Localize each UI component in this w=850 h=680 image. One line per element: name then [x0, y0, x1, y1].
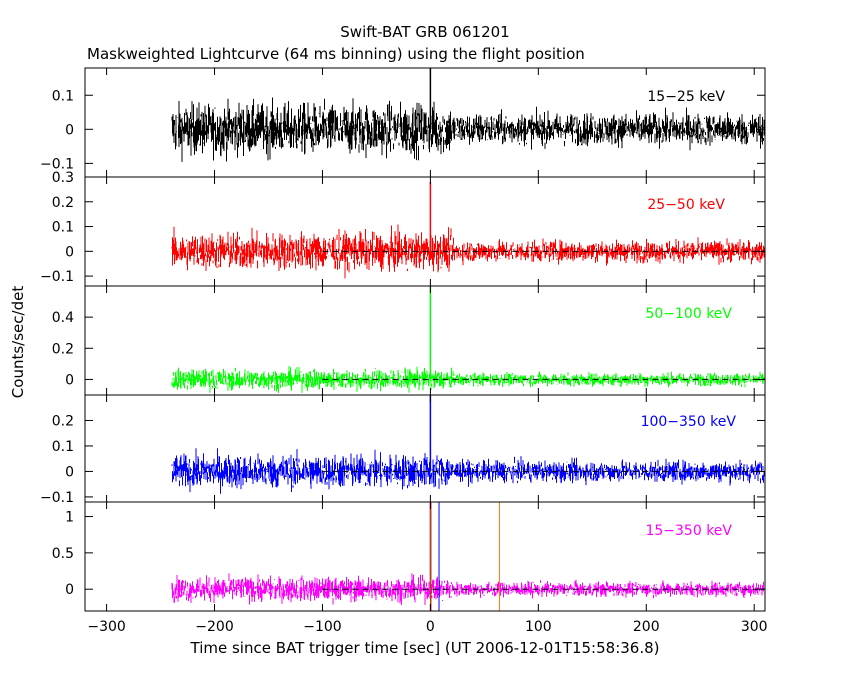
band-label: 25−50 keV — [647, 197, 725, 213]
panel-25-50-kev: −0.1 0 0.1 0.2 0.3 25−50 keV — [40, 170, 766, 287]
y-tick-label: 0 — [65, 372, 74, 388]
band-label: 15−25 keV — [647, 89, 725, 105]
band-label: 50−100 keV — [645, 306, 732, 322]
y-tick-label: 0 — [65, 464, 74, 480]
lightcurve-trace — [171, 224, 765, 279]
chart-subtitle: Maskweighted Lightcurve (64 ms binning) … — [87, 45, 585, 63]
y-tick-label: 0.4 — [52, 310, 74, 326]
y-tick-label: 0.1 — [52, 220, 74, 236]
y-tick-label: −0.1 — [40, 269, 74, 285]
y-tick-label: 0 — [65, 244, 74, 260]
panel-frame — [84, 394, 766, 503]
panel-100-350-kev: −0.1 0 0.1 0.2 100−350 keV — [40, 394, 766, 506]
x-tick-label: 200 — [633, 619, 660, 635]
panels-group: −0.1 0 0.1 15−25 keV −0.1 0 0.1 0.2 0.3 25−50 keV… — [40, 67, 768, 635]
y-tick-label: 0.1 — [52, 439, 74, 455]
y-tick-label: −0.1 — [40, 490, 74, 506]
y-tick-label: 0.3 — [52, 170, 74, 186]
x-tick-label: −200 — [195, 619, 233, 635]
y-tick-label: 0 — [65, 122, 74, 138]
y-tick-label: −0.1 — [40, 156, 74, 172]
lightcurve-trace — [171, 448, 765, 494]
y-tick-label: 1 — [65, 510, 74, 526]
y-tick-label: 0 — [65, 582, 74, 598]
y-tick-label: 0.2 — [52, 195, 74, 211]
chart-title: Swift-BAT GRB 061201 — [340, 23, 509, 41]
x-axis-label: Time since BAT trigger time [sec] (UT 20… — [190, 639, 660, 657]
x-tick-label: −300 — [87, 619, 125, 635]
x-tick-label: 300 — [741, 619, 768, 635]
y-axis-label: Counts/sec/det — [9, 286, 27, 399]
y-tick-label: 0.2 — [52, 413, 74, 429]
y-tick-label: 0.5 — [52, 546, 74, 562]
y-tick-label: 0.2 — [52, 341, 74, 357]
panel-50-100-kev: 0 0.2 0.4 50−100 keV — [52, 285, 766, 396]
lightcurve-trace — [171, 97, 765, 162]
band-label: 15−350 keV — [645, 523, 732, 539]
band-label: 100−350 keV — [641, 414, 737, 430]
panel-15-25-kev: −0.1 0 0.1 15−25 keV — [40, 67, 766, 178]
x-tick-label: −100 — [303, 619, 341, 635]
panel-15-350-kev: 0 0.5 1 15−350 keV — [52, 501, 766, 612]
x-tick-label: 100 — [525, 619, 552, 635]
x-tick-label: 0 — [426, 619, 435, 635]
y-tick-label: 0.1 — [52, 88, 74, 104]
panel-frame — [84, 501, 766, 612]
